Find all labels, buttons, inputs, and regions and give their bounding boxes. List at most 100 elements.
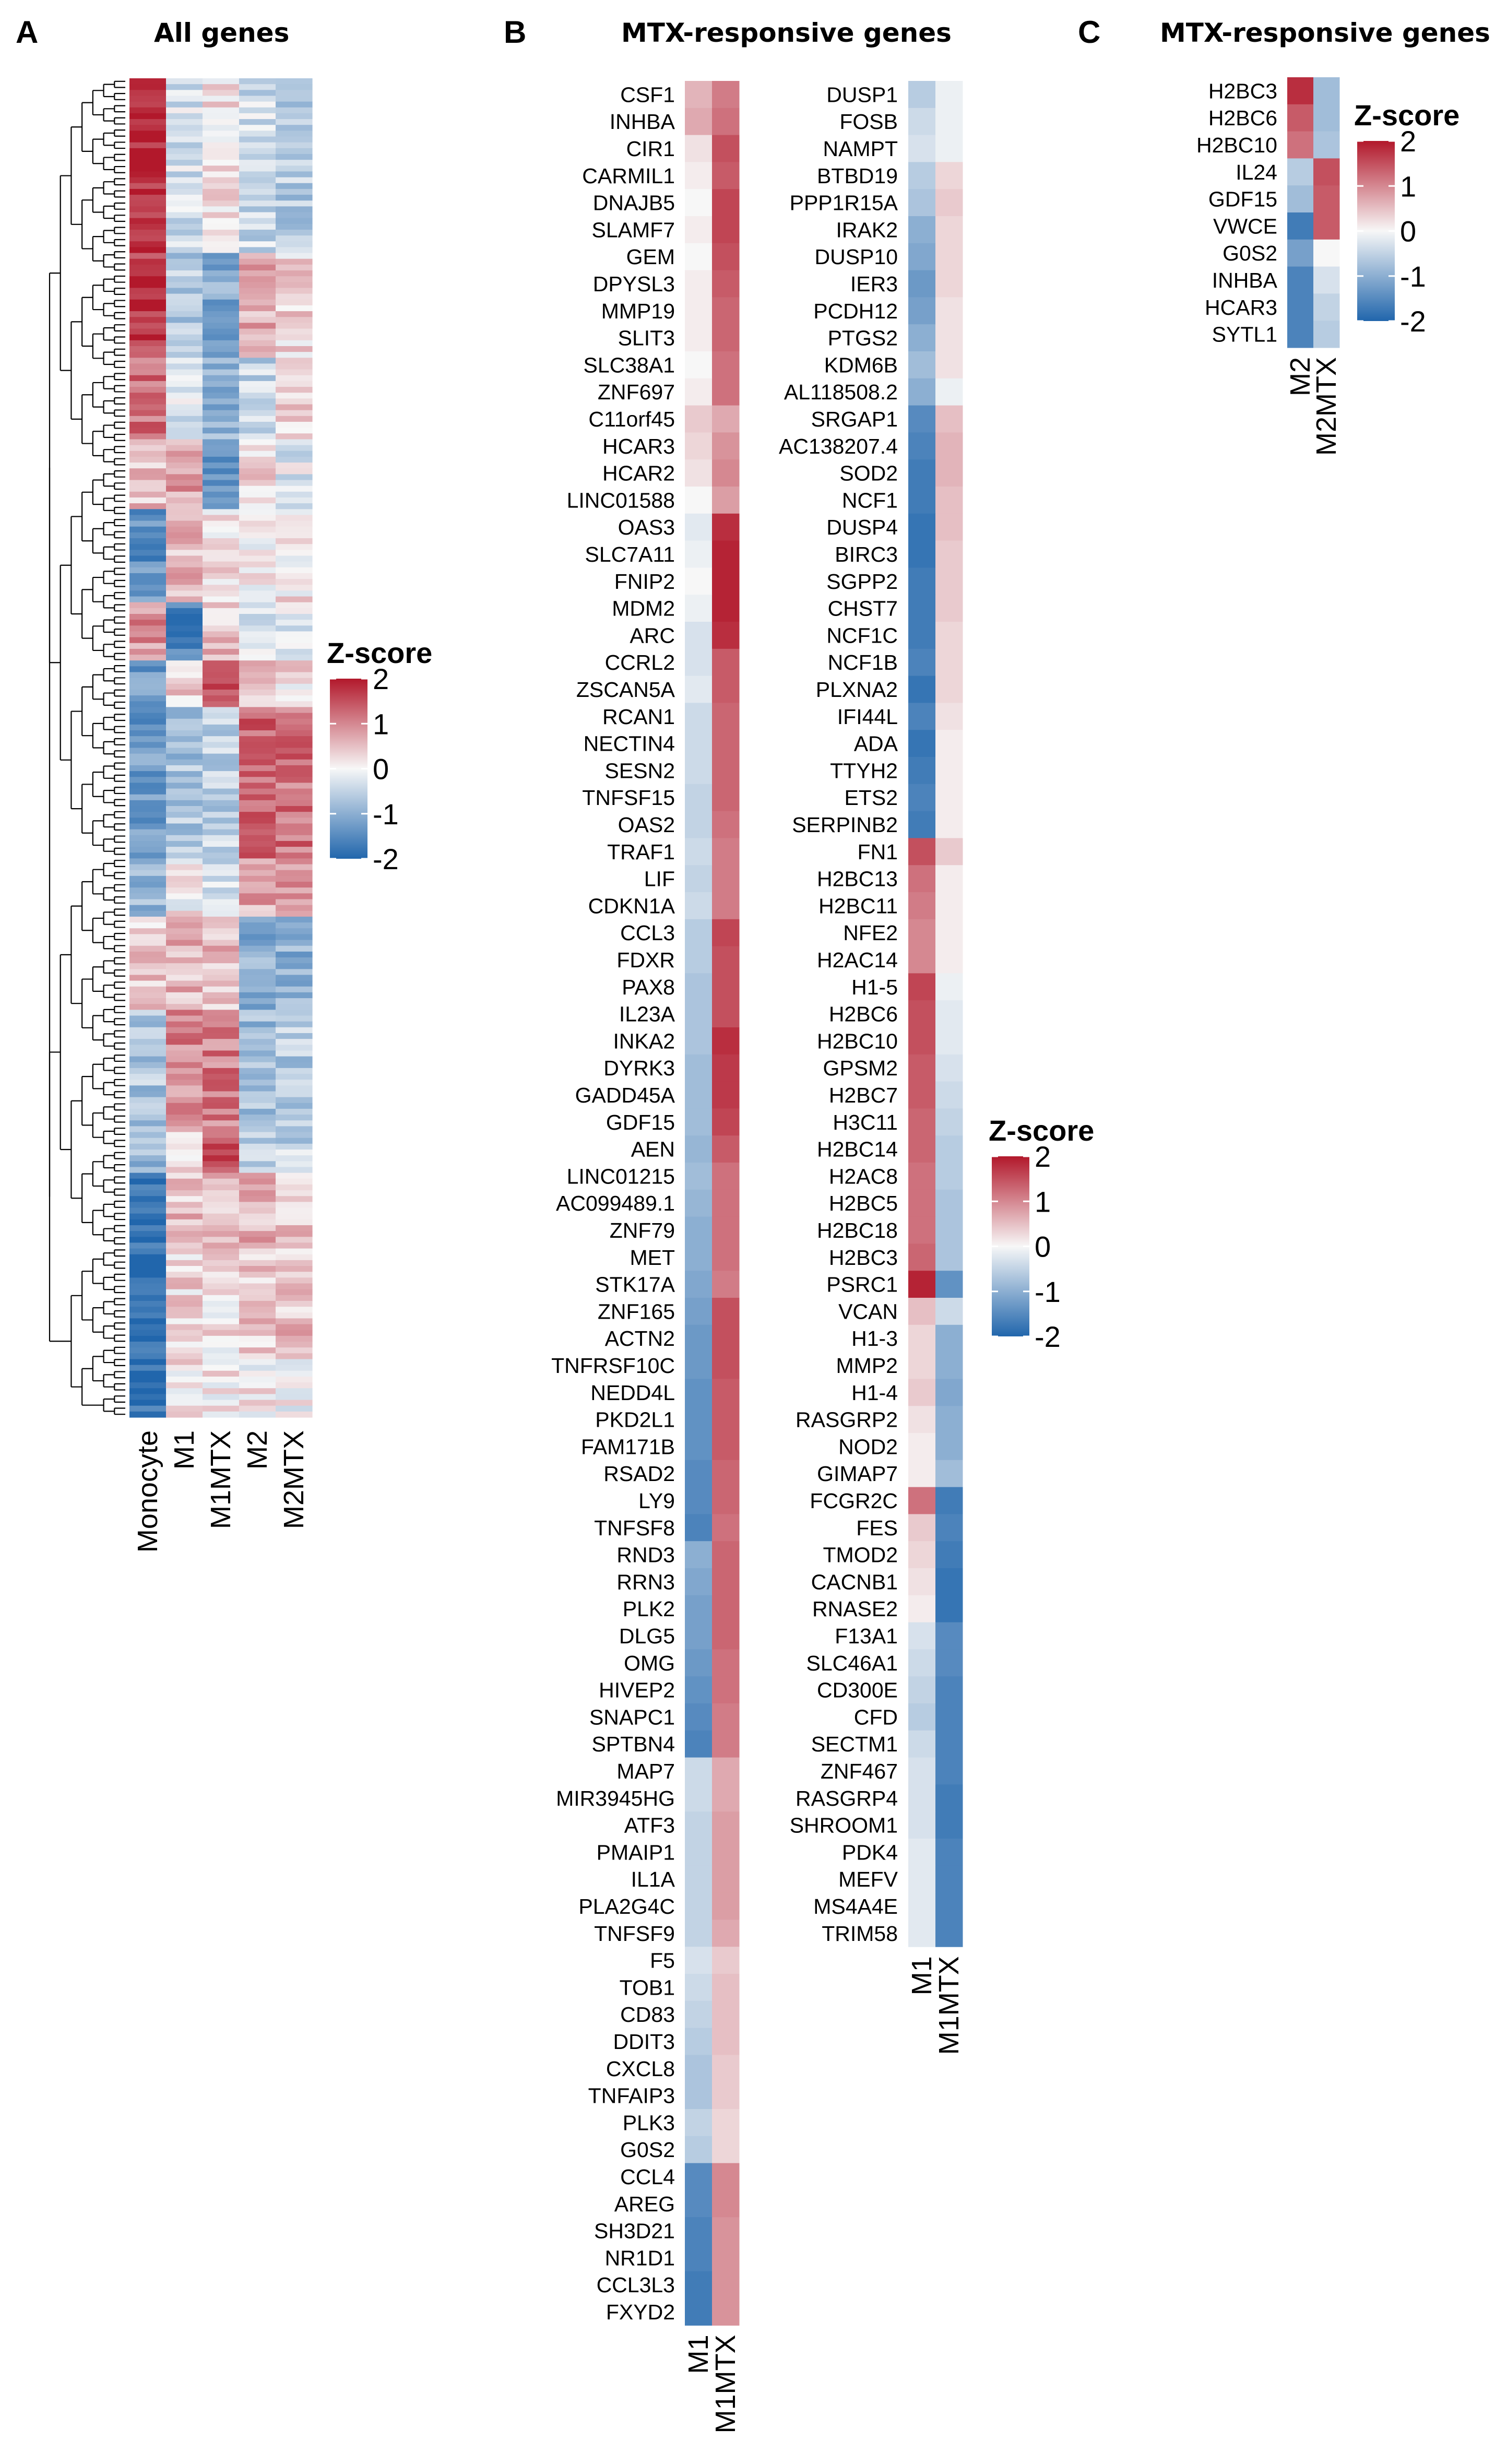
heatmap-cell bbox=[276, 718, 313, 725]
heatmap-cell bbox=[203, 730, 240, 737]
heatmap-cell bbox=[129, 672, 167, 679]
heatmap-cell bbox=[203, 1254, 240, 1261]
panel-b-right-cell bbox=[935, 1433, 963, 1461]
panel-b-left-cell bbox=[685, 297, 713, 325]
panel-b-left-gene-label: AEN bbox=[631, 1138, 675, 1162]
heatmap-cell bbox=[129, 480, 167, 487]
heatmap-cell bbox=[166, 1295, 203, 1301]
panel-b-left-cell bbox=[712, 1189, 740, 1217]
panel-b-right-cell bbox=[935, 892, 963, 920]
heatmap-cell bbox=[166, 544, 203, 550]
heatmap-cell bbox=[203, 975, 240, 981]
heatmap-cell bbox=[276, 1272, 313, 1278]
heatmap-cell bbox=[276, 998, 313, 1004]
heatmap-cell bbox=[166, 451, 203, 457]
heatmap-cell bbox=[203, 1033, 240, 1039]
heatmap-cell bbox=[203, 1143, 240, 1150]
panel-b-right-cell bbox=[908, 1811, 936, 1839]
heatmap-cell bbox=[239, 439, 276, 446]
heatmap-cell bbox=[166, 398, 203, 405]
heatmap-cell bbox=[276, 940, 313, 946]
heatmap-cell bbox=[129, 1307, 167, 1313]
panel-b-left-gene-label: TNFSF9 bbox=[594, 1922, 675, 1946]
heatmap-cell bbox=[276, 346, 313, 352]
heatmap-cell bbox=[276, 381, 313, 387]
panel-b-right-cell bbox=[908, 108, 936, 136]
heatmap-cell bbox=[276, 631, 313, 638]
heatmap-cell bbox=[166, 428, 203, 434]
heatmap-cell bbox=[203, 1295, 240, 1301]
panel-b-left-cell bbox=[712, 1000, 740, 1028]
panel-a-heatmap: Monocyte M1 M1MTX M2 M2MTX bbox=[49, 78, 313, 1553]
heatmap-cell bbox=[239, 515, 276, 522]
heatmap-cell bbox=[203, 1277, 240, 1284]
heatmap-cell bbox=[276, 433, 313, 440]
panel-b-left-gene-label: CCL3L3 bbox=[597, 2273, 675, 2297]
heatmap-cell bbox=[239, 1184, 276, 1191]
panel-b-right-cell bbox=[908, 243, 936, 271]
panel-b-left-cell bbox=[712, 1271, 740, 1298]
heatmap-cell bbox=[276, 171, 313, 178]
heatmap-cell bbox=[239, 1266, 276, 1272]
heatmap-cell bbox=[203, 1010, 240, 1016]
panel-b-right-cell bbox=[908, 973, 936, 1001]
heatmap-cell bbox=[276, 643, 313, 649]
heatmap-cell bbox=[203, 276, 240, 282]
panel-b-left-cell bbox=[685, 1784, 713, 1812]
panel-b-left-cell bbox=[685, 1298, 713, 1325]
panel-b-left-gene-label: PLK2 bbox=[623, 1597, 675, 1621]
panel-b-right-gene-label: SECTM1 bbox=[811, 1732, 898, 1756]
heatmap-cell bbox=[239, 136, 276, 143]
heatmap-cell bbox=[129, 864, 167, 871]
heatmap-cell bbox=[239, 713, 276, 719]
panel-b-left-cell bbox=[685, 2109, 713, 2137]
heatmap-cell bbox=[239, 107, 276, 114]
heatmap-cell bbox=[203, 131, 240, 137]
panel-b-right-cell bbox=[908, 1541, 936, 1569]
heatmap-cell bbox=[276, 905, 313, 911]
panel-b-right-cell bbox=[908, 1622, 936, 1650]
panel-b-right-cell bbox=[935, 1000, 963, 1028]
panel-b-left-cell bbox=[685, 540, 713, 568]
heatmap-cell bbox=[239, 893, 276, 900]
heatmap-cell bbox=[276, 753, 313, 760]
panel-c-cell bbox=[1313, 212, 1340, 240]
heatmap-cell bbox=[276, 317, 313, 323]
panel-b-right-gene-label: TTYH2 bbox=[830, 759, 898, 783]
panel-b-left-gene-label: TRAF1 bbox=[607, 840, 675, 864]
heatmap-cell bbox=[276, 555, 313, 562]
heatmap-cell bbox=[203, 648, 240, 655]
heatmap-cell bbox=[129, 1248, 167, 1255]
panel-b-right-gene-label: H2AC8 bbox=[829, 1164, 898, 1188]
heatmap-cell bbox=[276, 1056, 313, 1063]
panel-b-left-gene-label: AREG bbox=[614, 2192, 675, 2216]
heatmap-cell bbox=[129, 1266, 167, 1272]
panel-b-right-cell bbox=[935, 973, 963, 1001]
panel-b-right-cell bbox=[908, 216, 936, 244]
heatmap-cell bbox=[239, 78, 276, 85]
heatmap-cell bbox=[166, 288, 203, 294]
panel-b-left-cell bbox=[685, 487, 713, 514]
panel-b-left-cell bbox=[712, 162, 740, 189]
panel-b-left-gene-label: FAM171B bbox=[581, 1435, 675, 1459]
heatmap-cell bbox=[129, 818, 167, 824]
panel-c-heatmap: H2BC3H2BC6H2BC10IL24GDF15VWCEG0S2INHBAHC… bbox=[1196, 77, 1342, 456]
heatmap-cell bbox=[166, 701, 203, 708]
panel-b-left-cell bbox=[685, 2000, 713, 2029]
heatmap-cell bbox=[129, 840, 167, 847]
heatmap-cell bbox=[239, 84, 276, 90]
heatmap-cell bbox=[203, 1300, 240, 1307]
heatmap-cell bbox=[239, 637, 276, 644]
panel-b-right-cell bbox=[908, 1216, 936, 1244]
heatmap-cell bbox=[239, 410, 276, 417]
heatmap-cell bbox=[203, 1155, 240, 1162]
heatmap-cell bbox=[203, 90, 240, 97]
heatmap-cell bbox=[203, 96, 240, 102]
heatmap-cell bbox=[129, 823, 167, 830]
heatmap-cell bbox=[166, 491, 203, 498]
heatmap-cell bbox=[276, 288, 313, 294]
heatmap-cell bbox=[276, 1143, 313, 1150]
panel-b-left-gene-label: C11orf45 bbox=[588, 407, 675, 431]
heatmap-cell bbox=[129, 1370, 167, 1377]
heatmap-cell bbox=[166, 538, 203, 544]
